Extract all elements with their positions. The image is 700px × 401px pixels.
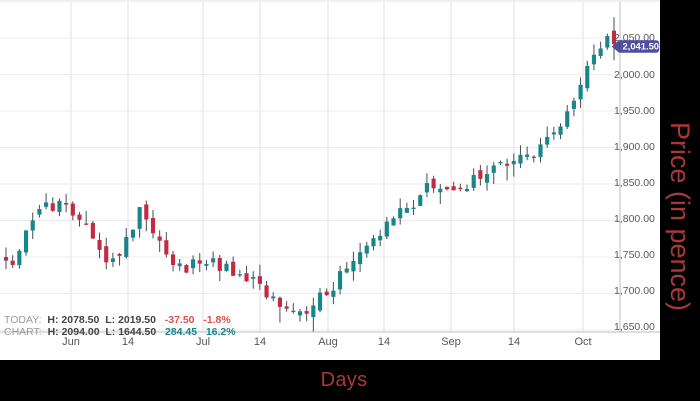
svg-text:2,041.50: 2,041.50	[623, 40, 660, 51]
